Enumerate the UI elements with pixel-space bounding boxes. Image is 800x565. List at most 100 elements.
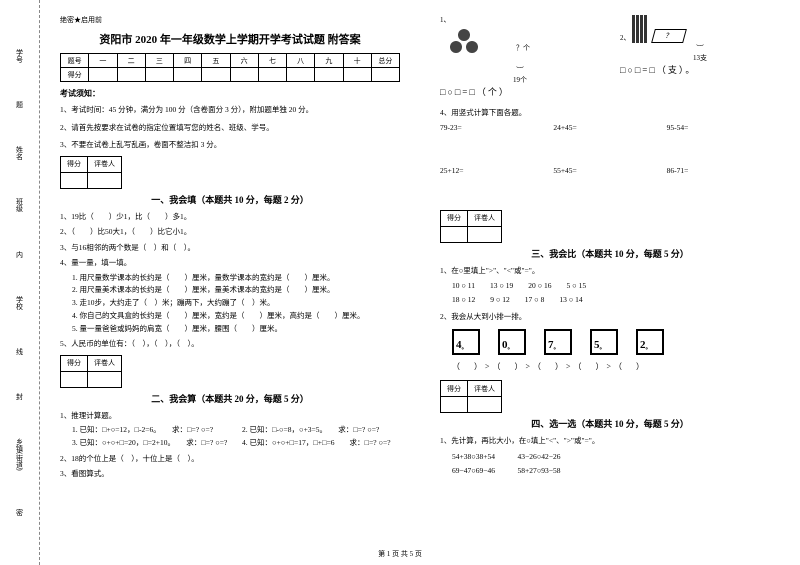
sb-c: 得分 xyxy=(441,210,468,226)
eraser-icon: ？ xyxy=(651,29,687,43)
sb-c: 评卷人 xyxy=(88,355,122,371)
th: 四 xyxy=(174,54,202,68)
figure-pencils: 2、 ？ ︸13支 □○□=□（支）。 xyxy=(620,15,780,98)
scorebox-2: 得分评卷人 xyxy=(60,355,122,388)
sb-c: 评卷人 xyxy=(468,381,502,397)
td: 得分 xyxy=(61,68,89,82)
scorebox-1: 得分评卷人 xyxy=(60,156,122,189)
th: 题号 xyxy=(61,54,89,68)
s3-r2: 18 ○ 12 9 ○ 12 17 ○ 8 13 ○ 14 xyxy=(440,293,780,307)
s4-q1: 1、先计算，再比大小，在○填上"<"、">"或"="。 xyxy=(440,434,780,448)
s1-q3: 3、与16相邻的两个数是（ ）和（ ）。 xyxy=(60,241,400,255)
sb-c: 评卷人 xyxy=(88,156,122,172)
calc: 95-54= xyxy=(667,123,780,132)
exam-title: 资阳市 2020 年一年级数学上学期开学考试试题 附答案 xyxy=(60,31,400,47)
bind-txt: 密 xyxy=(15,509,25,516)
page-footer: 第 1 页 共 5 页 xyxy=(0,549,800,559)
scorebox-4: 得分评卷人 xyxy=(440,380,502,413)
bind-lbl: 班级 xyxy=(15,198,25,212)
calc: 55+45= xyxy=(553,166,666,175)
s2-q1: 1、推理计算题。 xyxy=(60,409,400,423)
s1-q5: 5、人民币的单位有：（ ），（ ），（ ）。 xyxy=(60,337,400,351)
th: 总分 xyxy=(371,54,399,68)
scorebox-3: 得分评卷人 xyxy=(440,210,502,243)
fig-label: 1、 xyxy=(440,16,451,24)
section-3-title: 三、我会比（本题共 10 分，每题 5 分） xyxy=(440,247,780,260)
fig-label: 2、 xyxy=(620,34,631,42)
numbox: 0。 xyxy=(498,329,526,355)
s1-q4-3: 3. 走10步，大约走了（ ）米；蹦两下，大约蹦了（ ）米。 xyxy=(60,297,400,310)
brace-text: 13支 xyxy=(693,54,707,62)
bind-lbl: 姓名 xyxy=(15,146,25,160)
notice-title: 考试须知： xyxy=(60,88,400,99)
th: 九 xyxy=(315,54,343,68)
th: 一 xyxy=(89,54,117,68)
figure-balls: 1、 ？个 ︸19个 □○□=□（个） xyxy=(440,15,600,98)
sb-c: 得分 xyxy=(61,355,88,371)
bind-txt: 内 xyxy=(15,251,25,258)
th: 二 xyxy=(117,54,145,68)
section-2-title: 二、我会算（本题共 20 分，每题 5 分） xyxy=(60,392,400,405)
s2b-q4: 4、用竖式计算下面各题。 xyxy=(440,106,780,120)
score-table: 题号 一 二 三 四 五 六 七 八 九 十 总分 得分 xyxy=(60,53,400,82)
qmark: ？个 xyxy=(516,43,530,53)
th: 十 xyxy=(343,54,371,68)
eq-2: □○□=□（支）。 xyxy=(620,63,780,76)
bind-txt: 封 xyxy=(15,393,25,400)
th: 八 xyxy=(287,54,315,68)
calc-row-2: 25+12= 55+45= 86-71= xyxy=(440,166,780,175)
bind-lbl: 学号 xyxy=(15,49,25,63)
right-column: 1、 ？个 ︸19个 □○□=□（个） 2、 ？ ︸13支 □○□=□（支）。 … xyxy=(420,0,800,565)
sb-c: 得分 xyxy=(441,381,468,397)
s3-r1: 10 ○ 11 13 ○ 19 20 ○ 16 5 ○ 15 xyxy=(440,279,780,293)
numbox: 5。 xyxy=(590,329,618,355)
left-column: 绝密★启用前 资阳市 2020 年一年级数学上学期开学考试试题 附答案 题号 一… xyxy=(40,0,420,565)
s2-q1-1: 1. 已知：□+○=12，□-2=6。 求：□=? ○=? xyxy=(60,424,230,437)
bind-txt: 题 xyxy=(15,101,25,108)
s2-q3: 3、看图算式。 xyxy=(60,467,400,481)
bind-lbl: 乡镇(街道) xyxy=(15,438,25,471)
calc-row-1: 79-23= 24+45= 95-54= xyxy=(440,123,780,132)
th: 七 xyxy=(258,54,286,68)
calc: 25+12= xyxy=(440,166,553,175)
s1-q4-5: 5. 量一量爸爸或妈妈的肩宽（ ）厘米，腰围（ ）厘米。 xyxy=(60,323,400,336)
s2-q1-2: 2. 已知：□-○=8，○+3=5。 求：□=? ○=? xyxy=(230,424,400,437)
s1-q4-4: 4. 你自己的文具盒的长约是（ ）厘米，宽约是（ ）厘米，高约是（ ）厘米。 xyxy=(60,310,400,323)
calc: 79-23= xyxy=(440,123,553,132)
s1-q1: 1、19比（ ）少1，比（ ）多1。 xyxy=(60,210,400,224)
th: 五 xyxy=(202,54,230,68)
bind-txt: 线 xyxy=(15,348,25,355)
s3-q2: 2、我会从大到小排一排。 xyxy=(440,310,780,324)
brace-text: 19个 xyxy=(513,76,527,84)
th: 三 xyxy=(145,54,173,68)
s2-q2: 2、18的个位上是（ ），十位上是（ ）。 xyxy=(60,452,400,466)
number-boxes: 4。 0。 7。 5。 2。 xyxy=(452,329,780,355)
s3-ans: （ ）>（ ）>（ ）>（ ）>（ ） xyxy=(440,361,780,372)
section-1-title: 一、我会填（本题共 10 分，每题 2 分） xyxy=(60,193,400,206)
s3-q1: 1、在○里填上">"、"<"或"="。 xyxy=(440,264,780,278)
s2-q1-4: 4. 已知：○+○+□=17，□+□=6 求：□=? ○=? xyxy=(230,437,400,450)
section-4-title: 四、选一选（本题共 10 分，每题 5 分） xyxy=(440,417,780,430)
s1-q4-2: 2. 用尺量美术课本的长约是（ ）厘米，量美术课本的宽约是（ ）厘米。 xyxy=(60,284,400,297)
numbox: 7。 xyxy=(544,329,572,355)
calc: 24+45= xyxy=(553,123,666,132)
notice-2: 2、请首先按要求在试卷的指定位置填写您的姓名、班级、学号。 xyxy=(60,121,400,135)
eq-1: □○□=□（个） xyxy=(440,85,600,98)
calc: 86-71= xyxy=(667,166,780,175)
sb-c: 得分 xyxy=(61,156,88,172)
secret-label: 绝密★启用前 xyxy=(60,15,400,25)
bind-lbl: 学校 xyxy=(15,296,25,310)
numbox: 2。 xyxy=(636,329,664,355)
s4-r1: 54+38○38+54 43−26○42−26 xyxy=(440,450,780,464)
s4-r2: 69−47○69−46 58+27○93−58 xyxy=(440,464,780,478)
s1-q4-1: 1. 用尺量数学课本的长约是（ ）厘米，量数学课本的宽约是（ ）厘米。 xyxy=(60,272,400,285)
notice-1: 1、考试时间：45 分钟，满分为 100 分（含卷面分 3 分），附加题单独 2… xyxy=(60,103,400,117)
notice-3: 3、不要在试卷上乱写乱画，卷面不整洁扣 3 分。 xyxy=(60,138,400,152)
s1-q4: 4、量一量，填一填。 xyxy=(60,256,400,270)
s1-q2: 2、（ ）比50大1，（ ）比它小1。 xyxy=(60,225,400,239)
sb-c: 评卷人 xyxy=(468,210,502,226)
s2-q1-3: 3. 已知：○+○+□=20，□=2+10。 求：□=? ○=? xyxy=(60,437,230,450)
th: 六 xyxy=(230,54,258,68)
binding-margin: 学号 题 姓名 班级 内 学校 线 封 乡镇(街道) 密 xyxy=(0,0,40,565)
numbox: 4。 xyxy=(452,329,480,355)
